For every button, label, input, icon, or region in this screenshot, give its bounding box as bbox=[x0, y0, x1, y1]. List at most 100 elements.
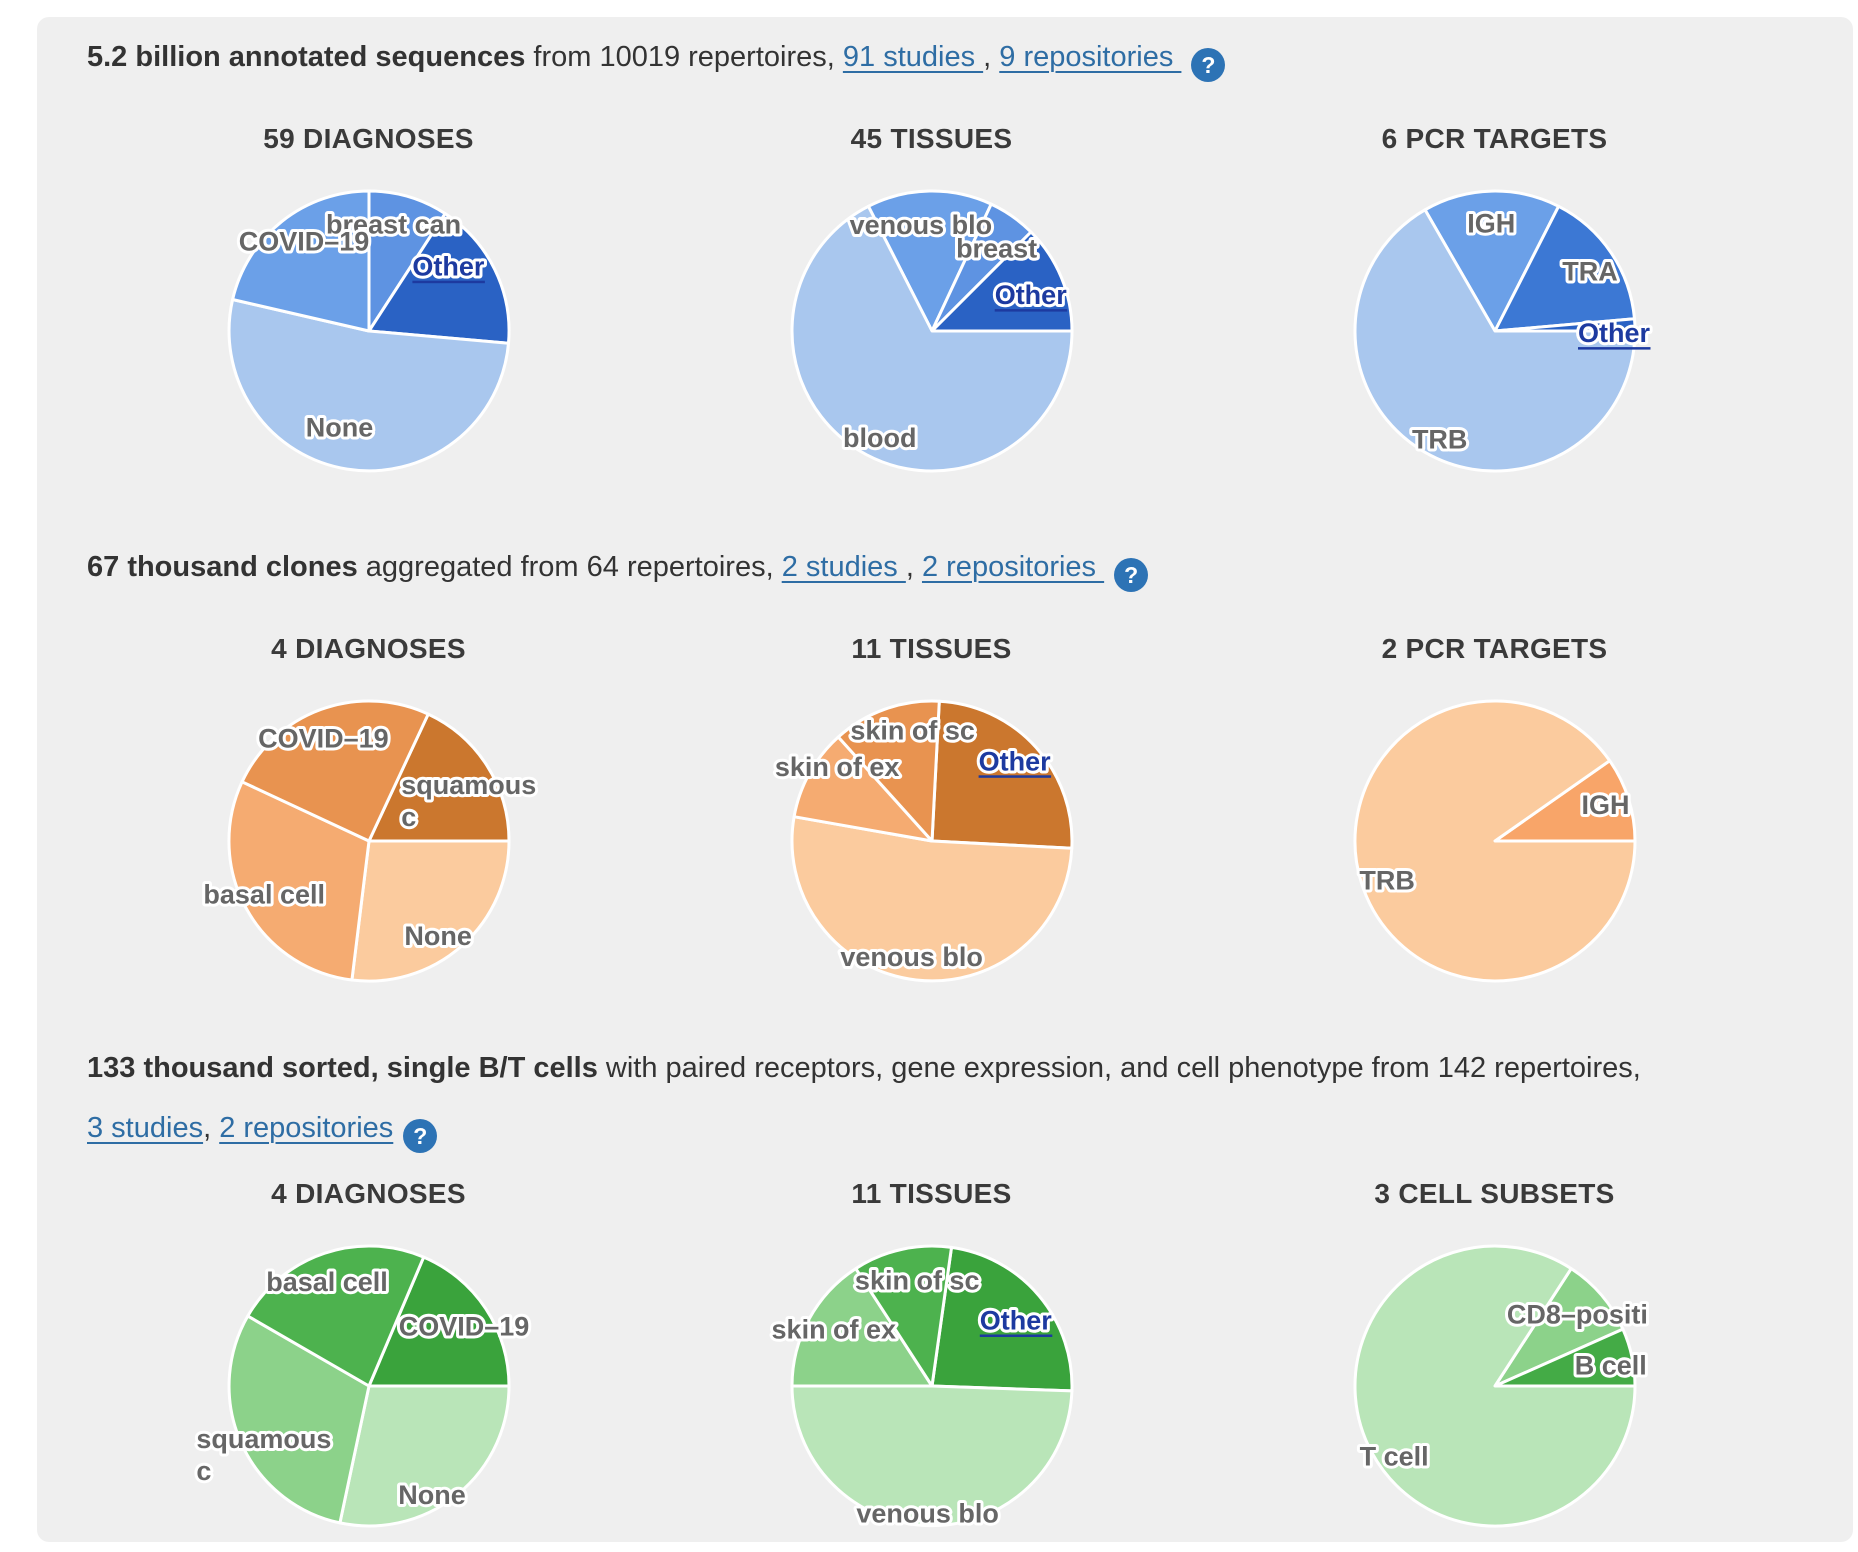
chart-tissues-sequences: 45 TISSUES venous blo breast Other blood bbox=[650, 123, 1213, 481]
pie-chart-pcr-targets-sequences: IGH TRA Other TRB bbox=[1353, 189, 1653, 473]
pie-slice-venous-blo[interactable] bbox=[790, 815, 1073, 983]
slice-label: IGH bbox=[1581, 790, 1629, 820]
pie-slice-venous-blo[interactable] bbox=[790, 1384, 1073, 1528]
slice-label: COVID–19 bbox=[398, 1312, 529, 1342]
pie-chart-pcr-targets-clones: IGH TRB bbox=[1353, 699, 1636, 983]
slice-label: squamous c bbox=[401, 770, 536, 832]
cells-heading: 133 thousand sorted, single B/T cells wi… bbox=[87, 1038, 1647, 1158]
pie-slice-igh[interactable] bbox=[1493, 759, 1636, 843]
pie-slice-trb[interactable] bbox=[1353, 699, 1636, 983]
sequences-heading: 5.2 billion annotated sequences from 100… bbox=[87, 27, 1647, 87]
heading-text: 5.2 billion annotated sequences bbox=[87, 41, 526, 73]
slice-label: skin of sc bbox=[854, 1266, 979, 1296]
slice-label: venous blo bbox=[856, 1498, 999, 1528]
heading-text: with paired receptors, gene expression, … bbox=[597, 1052, 1641, 1084]
chart-title: 45 TISSUES bbox=[850, 123, 1013, 154]
other-link-label[interactable]: Other bbox=[975, 743, 1054, 779]
pie-slice-blood[interactable] bbox=[790, 204, 1073, 473]
chart-title: 4 DIAGNOSES bbox=[271, 633, 466, 664]
other-link-underline bbox=[979, 1334, 1052, 1337]
chart-title: 3 CELL SUBSETS bbox=[1374, 1178, 1615, 1209]
chart-diagnoses-sequences: 59 DIAGNOSES breast can Other None COVID–19 bbox=[87, 123, 650, 481]
help-icon[interactable]: ? bbox=[403, 1119, 438, 1153]
slice-label: None bbox=[404, 921, 472, 951]
other-link-label[interactable]: Other bbox=[976, 1303, 1055, 1339]
pie-chart-diagnoses-cells: COVID–19 None squamous c basal cell bbox=[193, 1244, 532, 1528]
heading-link[interactable]: 9 repositories bbox=[999, 41, 1182, 73]
chart-tissues-clones: 11 TISSUES Other venous blo skin of ex skin… bbox=[650, 633, 1213, 991]
sequences-charts-row: 59 DIAGNOSES breast can Other None COVID–19… bbox=[87, 123, 1853, 481]
chart-title: 6 PCR TARGETS bbox=[1381, 123, 1608, 154]
pie-slice-tra[interactable] bbox=[1493, 204, 1636, 333]
pie-slice-skin-of-ex[interactable] bbox=[792, 735, 933, 843]
slice-label: blood bbox=[843, 423, 916, 453]
slice-label: breast bbox=[956, 233, 1037, 263]
heading-link[interactable]: 2 repositories bbox=[219, 1112, 394, 1144]
heading-text: 133 thousand sorted, single B/T cells bbox=[87, 1052, 598, 1084]
chart-title: 11 TISSUES bbox=[851, 1178, 1012, 1209]
slice-label: COVID–19 bbox=[238, 227, 369, 257]
help-icon[interactable]: ? bbox=[1191, 48, 1226, 82]
slice-label: IGH bbox=[1467, 208, 1515, 238]
pie-slice-other[interactable] bbox=[930, 699, 1073, 850]
heading-text: , bbox=[983, 41, 1000, 73]
heading-text: , bbox=[905, 551, 922, 583]
slice-label: skin of ex bbox=[774, 752, 899, 782]
heading-link[interactable]: 2 repositories bbox=[921, 551, 1105, 583]
pie-slice-other[interactable] bbox=[930, 230, 1073, 333]
cells-charts-row: 4 DIAGNOSES COVID–19 None squamous c basal c… bbox=[87, 1178, 1853, 1536]
slice-label: venous blo bbox=[849, 210, 992, 240]
slice-label: basal cell bbox=[266, 1267, 388, 1297]
heading-link[interactable]: 91 studies bbox=[842, 41, 984, 73]
pie-slice-none[interactable] bbox=[337, 1384, 510, 1528]
heading-link[interactable]: 3 studies bbox=[87, 1112, 204, 1144]
pie-slice-igh[interactable] bbox=[1423, 189, 1560, 333]
pie-slice-trb[interactable] bbox=[1353, 208, 1636, 473]
pie-slice-none[interactable] bbox=[349, 839, 510, 983]
pie-slice-covid-19[interactable] bbox=[240, 699, 430, 843]
other-link-label[interactable]: Other bbox=[409, 249, 488, 285]
pie-slice-squamous-c[interactable] bbox=[367, 712, 510, 843]
chart-title: 59 DIAGNOSES bbox=[263, 123, 474, 154]
pie-slice-squamous-c[interactable] bbox=[227, 1314, 370, 1525]
pie-slice-other[interactable] bbox=[930, 1245, 1073, 1393]
slice-label: breast can bbox=[326, 210, 461, 240]
pie-slice-skin-of-sc[interactable] bbox=[853, 1244, 953, 1388]
slice-label: T cell bbox=[1359, 1442, 1428, 1472]
pie-slice-venous-blo[interactable] bbox=[866, 189, 993, 333]
chart-diagnoses-cells: 4 DIAGNOSES COVID–19 None squamous c basal c… bbox=[87, 1178, 650, 1536]
slice-label: basal cell bbox=[203, 879, 325, 909]
pie-slice-basal-cell[interactable] bbox=[226, 780, 370, 982]
other-link-underline bbox=[994, 309, 1067, 312]
pie-chart-diagnoses-clones: squamous c None basal cell COVID–19 bbox=[200, 699, 539, 983]
slice-label: TRB bbox=[1411, 425, 1467, 455]
stats-panel: 5.2 billion annotated sequences from 100… bbox=[37, 17, 1853, 1542]
pie-slice-covid-19[interactable] bbox=[230, 189, 370, 333]
pie-slice-cd8-positi[interactable] bbox=[1493, 1267, 1624, 1388]
pie-slice-t-cell[interactable] bbox=[1353, 1244, 1636, 1528]
chart-tissues-cells: 11 TISSUES Other venous blo skin of ex skin… bbox=[650, 1178, 1213, 1536]
other-link-label[interactable]: Other bbox=[991, 277, 1070, 313]
chart-pcr-targets-sequences: 6 PCR TARGETS IGH TRA Other TRB bbox=[1213, 123, 1776, 481]
pie-slice-skin-of-sc[interactable] bbox=[836, 699, 941, 843]
pie-slice-covid-19[interactable] bbox=[367, 1255, 510, 1388]
slice-label: None bbox=[398, 1480, 466, 1510]
other-link-underline bbox=[1577, 347, 1650, 350]
slice-label: squamous c bbox=[196, 1424, 331, 1486]
slice-label: venous blo bbox=[840, 942, 983, 972]
chart-title: 2 PCR TARGETS bbox=[1381, 633, 1608, 664]
help-icon[interactable]: ? bbox=[1114, 558, 1149, 592]
pie-slice-basal-cell[interactable] bbox=[245, 1244, 425, 1388]
pie-slice-breast-can[interactable] bbox=[367, 189, 447, 333]
heading-link[interactable]: 2 studies bbox=[781, 551, 906, 583]
pie-slice-none[interactable] bbox=[227, 298, 510, 473]
pie-slice-other[interactable] bbox=[367, 212, 511, 345]
other-link-label[interactable]: Other bbox=[1574, 315, 1653, 351]
clones-charts-row: 4 DIAGNOSES squamous c None basal cell COVID… bbox=[87, 633, 1853, 991]
other-link-underline bbox=[978, 775, 1051, 778]
other-link-underline bbox=[411, 280, 485, 284]
chart-title: 4 DIAGNOSES bbox=[271, 1178, 466, 1209]
pie-slice-skin-of-ex[interactable] bbox=[790, 1267, 933, 1388]
slice-label: skin of sc bbox=[850, 716, 975, 746]
